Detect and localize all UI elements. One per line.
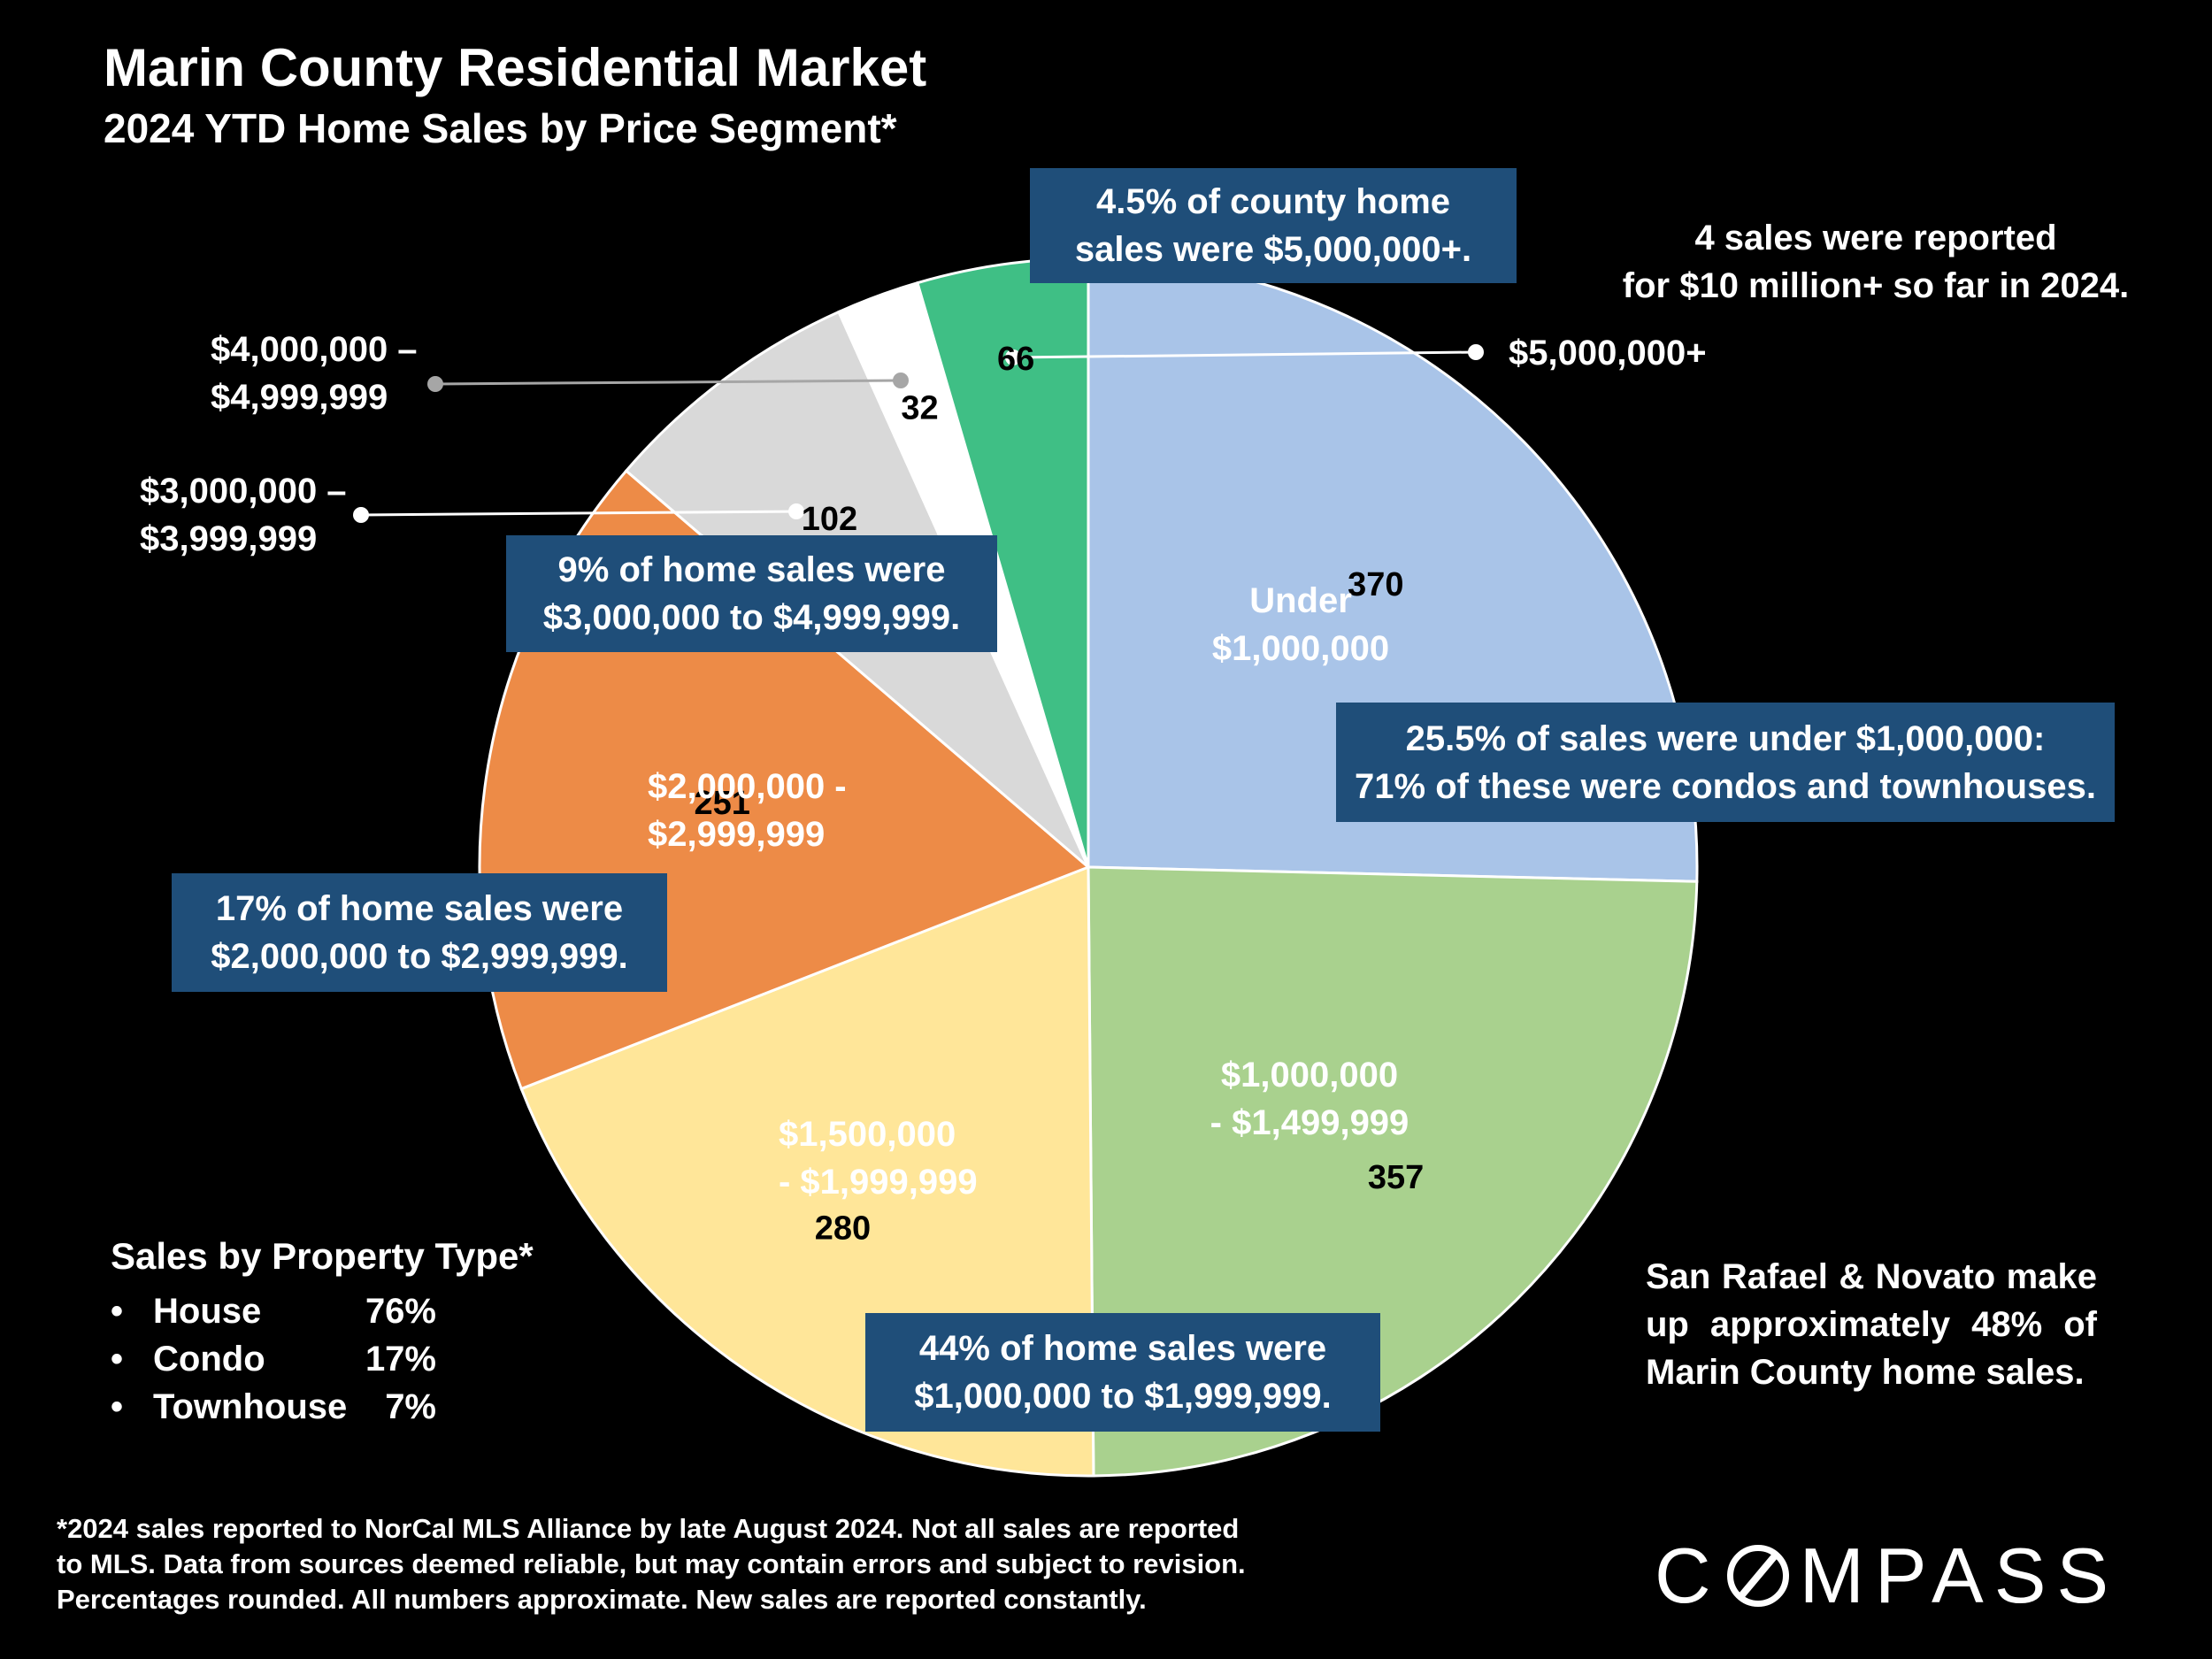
property-type-pct: 7% — [385, 1386, 436, 1426]
label-1m-1.5m: $1,000,000- $1,499,999 — [1210, 1056, 1409, 1142]
bullet: • — [111, 1339, 124, 1379]
leader-dot-4m-outer — [427, 376, 443, 392]
leader-line-3m — [360, 510, 797, 517]
leader-dot-4m-inner — [893, 373, 909, 388]
property-type-pct: 17% — [365, 1339, 436, 1379]
label-under-1m: Under $1,000,000 — [1211, 581, 1390, 668]
property-type-title: Sales by Property Type* — [111, 1235, 534, 1277]
page-subtitle: 2024 YTD Home Sales by Price Segment* — [104, 105, 897, 151]
leader-dot-5m-inner — [1005, 349, 1021, 365]
callout-under-1m-share: 25.5% of sales were under $1,000,000: 71%… — [1336, 703, 2115, 822]
leader-line-4m — [434, 379, 902, 386]
note-ten-million: 4 sales were reported for $10 million+ so… — [1622, 219, 2130, 305]
compass-logo: C MPASS — [1655, 1531, 2119, 1621]
property-type-name: Townhouse — [153, 1386, 348, 1426]
property-type-name: Condo — [153, 1339, 265, 1379]
slice-value-label: 66 — [997, 341, 1034, 378]
label-5m-plus: $5,000,000+ — [1509, 334, 1707, 373]
label-2m-3m: $2,000,000 - $2,999,999 — [648, 767, 847, 854]
pie-slices — [478, 257, 1699, 1478]
callout-5m-share: 4.5% of county home sales were $5,000,000… — [1030, 168, 1517, 283]
callout-1m-2m-share: 44% of home sales were $1,000,000 to $1,9… — [865, 1313, 1380, 1432]
label-1.5m-2m: $1,500,000- $1,999,999 — [779, 1115, 978, 1202]
slice-value-label: 280 — [815, 1210, 871, 1247]
property-type-name: House — [153, 1291, 262, 1331]
slice-value-label: 251 — [695, 785, 750, 822]
property-type-pct: 76% — [365, 1291, 436, 1331]
note-san-rafael: San Rafael & Novato make up approximatel… — [1646, 1257, 2097, 1392]
list-item: • Townhouse 7% — [111, 1383, 436, 1431]
leader-lines — [353, 344, 1484, 523]
logo-text-right: MPASS — [1799, 1532, 2120, 1619]
label-3m-4m: $3,000,000 – $3,999,999 — [140, 472, 347, 558]
property-type-list: • House 76% • Condo 17% • Townhouse 7% — [111, 1287, 436, 1431]
list-item: • Condo 17% — [111, 1335, 436, 1383]
leader-dot-3m-outer — [353, 507, 369, 523]
logo-text-left: C — [1655, 1532, 1722, 1619]
callout-2m-3m-share: 17% of home sales were $2,000,000 to $2,9… — [172, 873, 667, 992]
slice-value-label: 102 — [802, 501, 857, 538]
value-labels: 370 357 280 251 102 32 66 — [695, 341, 1425, 1247]
bullet: • — [111, 1386, 124, 1426]
leader-dot-5m-outer — [1468, 344, 1484, 360]
slice-value-label: 32 — [901, 390, 938, 427]
compass-o-icon — [1726, 1545, 1789, 1607]
slice-value-label: 370 — [1348, 566, 1403, 603]
page-title: Marin County Residential Market — [104, 38, 927, 97]
leader-line-5m — [1012, 350, 1477, 359]
footnote: *2024 sales reported to NorCal MLS Allia… — [57, 1513, 1246, 1615]
label-4m-5m: $4,000,000 – $4,999,999 — [211, 330, 418, 417]
slice-value-label: 357 — [1368, 1159, 1424, 1196]
callout-3m-5m-share: 9% of home sales were $3,000,000 to $4,99… — [506, 535, 997, 652]
leader-dot-3m-inner — [788, 503, 804, 519]
list-item: • House 76% — [111, 1287, 436, 1335]
bullet: • — [111, 1291, 124, 1331]
